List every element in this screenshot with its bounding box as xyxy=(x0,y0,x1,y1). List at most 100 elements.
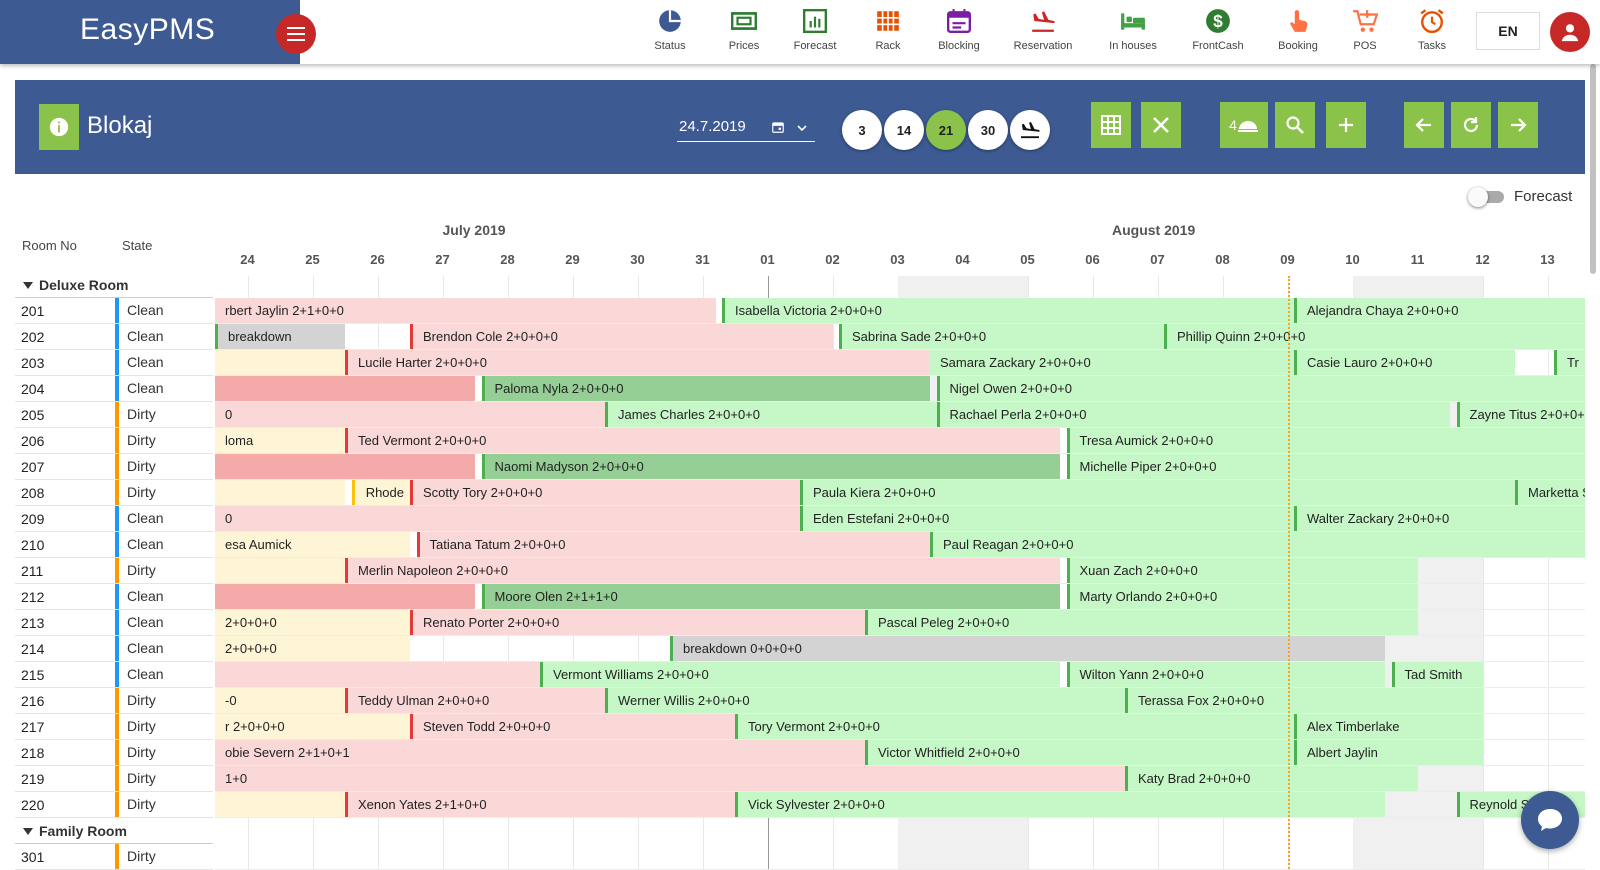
room-row[interactable]: 209 Clean xyxy=(15,506,213,532)
nav-pos[interactable]: POS xyxy=(1325,4,1405,60)
hamburger-menu-button[interactable] xyxy=(276,14,316,54)
room-row[interactable]: 205 Dirty xyxy=(15,402,213,428)
reservation-bar[interactable]: Paul Reagan 2+0+0+0 xyxy=(930,532,1585,557)
reservation-bar[interactable]: Werner Willis 2+0+0+0 xyxy=(605,688,1125,713)
reservation-bar[interactable]: Terassa Fox 2+0+0+0 xyxy=(1125,688,1483,713)
previous-button[interactable] xyxy=(1404,102,1444,148)
reservation-bar[interactable]: Phillip Quinn 2+0+0+0 xyxy=(1164,324,1585,349)
nav-rack[interactable]: Rack xyxy=(848,4,928,60)
add-button[interactable] xyxy=(1326,102,1366,148)
nav-in-houses[interactable]: In houses xyxy=(1093,4,1173,60)
room-row[interactable]: 201 Clean xyxy=(15,298,213,324)
reservation-bar[interactable]: Alejandra Chaya 2+0+0+0 xyxy=(1294,298,1585,323)
reservation-bar[interactable]: obie Severn 2+1+0+1 xyxy=(215,740,865,765)
reservation-bar[interactable]: Zayne Titus 2+0+0+0 xyxy=(1456,402,1585,427)
reservation-bar[interactable]: Lucile Harter 2+0+0+0 xyxy=(345,350,930,375)
room-row[interactable]: 219 Dirty xyxy=(15,766,213,792)
beds-button[interactable]: 4 xyxy=(1220,102,1268,148)
maintenance-block[interactable]: breakdown xyxy=(215,324,345,349)
nav-prices[interactable]: Prices xyxy=(704,4,784,60)
chat-button[interactable] xyxy=(1521,791,1579,849)
reservation-bar[interactable]: Eden Estefani 2+0+0+0 xyxy=(800,506,1294,531)
reservation-bar[interactable]: 2+0+0+0 xyxy=(215,636,410,661)
reservation-bar[interactable] xyxy=(215,792,345,817)
reservation-bar[interactable]: Vick Sylvester 2+0+0+0 xyxy=(735,792,1385,817)
reservation-bar[interactable]: Teddy Ulman 2+0+0+0 xyxy=(345,688,605,713)
reservation-bar[interactable] xyxy=(215,350,345,375)
reservation-bar[interactable]: Wilton Yann 2+0+0+0 xyxy=(1066,662,1385,687)
arrivals-button[interactable] xyxy=(1010,110,1050,150)
nav-status[interactable]: Status xyxy=(630,4,710,60)
days-21-button[interactable]: 21 xyxy=(926,110,966,150)
room-row[interactable]: 204 Clean xyxy=(15,376,213,402)
reservation-bar[interactable] xyxy=(215,480,345,505)
reservation-bar[interactable]: r 2+0+0+0 xyxy=(215,714,410,739)
reservation-bar[interactable]: Steven Todd 2+0+0+0 xyxy=(410,714,735,739)
room-row[interactable]: 217 Dirty xyxy=(15,714,213,740)
reservation-bar[interactable]: Sabrina Sade 2+0+0+0 xyxy=(839,324,1164,349)
reservation-bar[interactable]: Victor Whitfield 2+0+0+0 xyxy=(865,740,1294,765)
room-row[interactable]: 207 Dirty xyxy=(15,454,213,480)
room-row[interactable]: 210 Clean xyxy=(15,532,213,558)
tools-button[interactable] xyxy=(1141,102,1181,148)
reservation-bar[interactable]: Samara Zackary 2+0+0+0 xyxy=(930,350,1294,375)
scrollbar[interactable] xyxy=(1590,64,1596,274)
nav-booking[interactable]: Booking xyxy=(1258,4,1338,60)
reservation-bar[interactable]: Tory Vermont 2+0+0+0 xyxy=(735,714,1294,739)
grid-view-button[interactable] xyxy=(1091,102,1131,148)
nav-tasks[interactable]: Tasks xyxy=(1392,4,1472,60)
days-3-button[interactable]: 3 xyxy=(842,110,882,150)
room-row[interactable]: 213 Clean xyxy=(15,610,213,636)
room-row[interactable]: 216 Dirty xyxy=(15,688,213,714)
reservation-bar[interactable]: Paula Kiera 2+0+0+0 xyxy=(800,480,1515,505)
room-row[interactable]: 211 Dirty xyxy=(15,558,213,584)
room-row[interactable]: 202 Clean xyxy=(15,324,213,350)
reservation-bar[interactable]: Walter Zackary 2+0+0+0 xyxy=(1294,506,1585,531)
reservation-bar[interactable]: Moore Olen 2+1+1+0 xyxy=(481,584,1060,609)
reservation-bar[interactable]: 0 xyxy=(215,402,605,427)
room-row[interactable]: 208 Dirty xyxy=(15,480,213,506)
reservation-bar[interactable]: Marty Orlando 2+0+0+0 xyxy=(1066,584,1418,609)
reservation-bar[interactable]: Alex Timberlake xyxy=(1294,714,1483,739)
reservation-bar[interactable]: Rachael Perla 2+0+0+0 xyxy=(936,402,1450,427)
reservation-bar[interactable]: 1+0 xyxy=(215,766,1125,791)
reservation-bar[interactable]: Merlin Napoleon 2+0+0+0 xyxy=(345,558,1060,583)
reservation-bar[interactable]: Brendon Cole 2+0+0+0 xyxy=(410,324,833,349)
reservation-bar[interactable]: Michelle Piper 2+0+0+0 xyxy=(1066,454,1585,479)
reservation-bar[interactable]: Rhode xyxy=(351,480,410,505)
reservation-bar[interactable]: 2+0+0+0 xyxy=(215,610,410,635)
refresh-button[interactable] xyxy=(1451,102,1491,148)
days-14-button[interactable]: 14 xyxy=(884,110,924,150)
reservation-bar[interactable]: Tr xyxy=(1554,350,1585,375)
reservation-bar[interactable] xyxy=(215,454,475,479)
reservation-bar[interactable]: Tad Smith xyxy=(1391,662,1483,687)
maintenance-block[interactable]: breakdown 0+0+0+0 xyxy=(670,636,1385,661)
room-row[interactable]: 215 Clean xyxy=(15,662,213,688)
room-row[interactable]: 214 Clean xyxy=(15,636,213,662)
nav-frontcash[interactable]: $ FrontCash xyxy=(1178,4,1258,60)
reservation-bar[interactable]: 0 xyxy=(215,506,800,531)
reservation-bar[interactable]: loma xyxy=(215,428,345,453)
nav-forecast[interactable]: Forecast xyxy=(775,4,855,60)
room-group-header[interactable]: Deluxe Room xyxy=(15,272,213,298)
reservation-bar[interactable]: Renato Porter 2+0+0+0 xyxy=(410,610,865,635)
reservation-bar[interactable]: esa Aumick xyxy=(215,532,410,557)
room-row[interactable]: 218 Dirty xyxy=(15,740,213,766)
room-row[interactable]: 301 Dirty xyxy=(15,844,213,870)
reservation-bar[interactable]: rbert Jaylin 2+1+0+0 xyxy=(215,298,716,323)
room-row[interactable]: 203 Clean xyxy=(15,350,213,376)
room-row[interactable]: 212 Clean xyxy=(15,584,213,610)
user-menu-button[interactable] xyxy=(1550,12,1590,52)
reservation-bar[interactable]: Xenon Yates 2+1+0+0 xyxy=(345,792,735,817)
reservation-bar[interactable] xyxy=(215,376,475,401)
reservation-bar[interactable]: Isabella Victoria 2+0+0+0 xyxy=(722,298,1294,323)
reservation-bar[interactable]: James Charles 2+0+0+0 xyxy=(605,402,937,427)
reservation-bar[interactable]: Paloma Nyla 2+0+0+0 xyxy=(481,376,930,401)
info-button[interactable] xyxy=(39,104,79,150)
reservation-bar[interactable]: Xuan Zach 2+0+0+0 xyxy=(1066,558,1418,583)
room-row[interactable]: 220 Dirty xyxy=(15,792,213,818)
date-picker[interactable]: 24.7.2019 xyxy=(677,116,815,142)
reservation-bar[interactable]: Albert Jaylin xyxy=(1294,740,1483,765)
reservation-bar[interactable]: Nigel Owen 2+0+0+0 xyxy=(936,376,1585,401)
search-button[interactable] xyxy=(1275,102,1315,148)
